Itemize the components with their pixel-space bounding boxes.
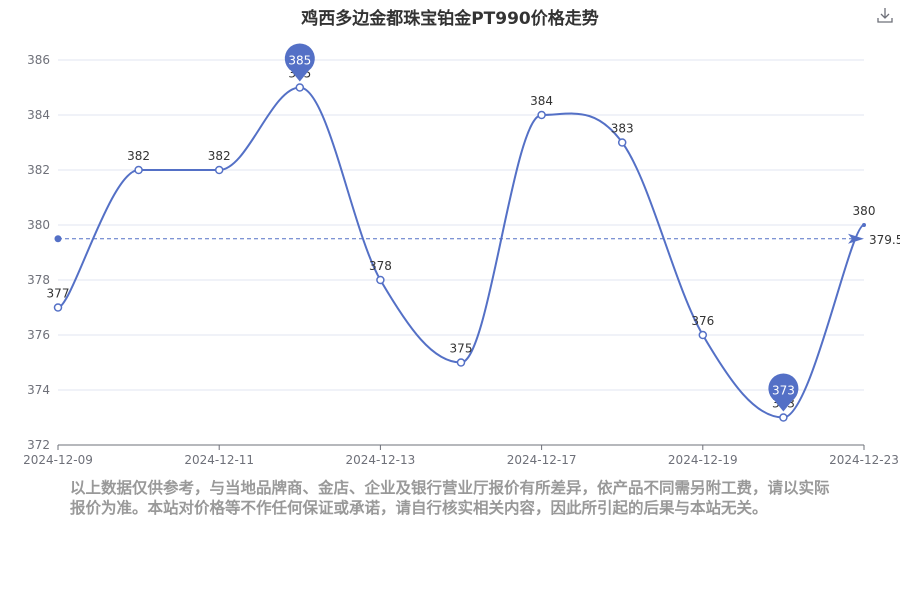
x-tick-label: 2024-12-11 <box>184 453 254 467</box>
download-icon[interactable] <box>876 6 894 24</box>
disclaimer-text: 以上数据仅供参考，与当地品牌商、金店、企业及银行营业厅报价有所差异，依产品不同需… <box>70 479 830 517</box>
y-tick-label: 378 <box>27 273 50 287</box>
data-point <box>862 223 866 227</box>
mark-pin-label: 385 <box>288 54 311 68</box>
mark-pin-label: 373 <box>772 384 795 398</box>
y-tick-label: 384 <box>27 108 50 122</box>
chart-title: 鸡西多边金都珠宝铂金PT990价格走势 <box>301 9 599 29</box>
min-mark-point: 373 <box>768 373 799 412</box>
data-point <box>53 303 63 312</box>
y-tick-label: 376 <box>27 328 50 342</box>
data-point <box>779 413 788 422</box>
series-line <box>57 86 865 419</box>
y-tick-label: 382 <box>27 163 50 177</box>
y-axis: 372 374 376 378 380 382 384 386 <box>27 53 50 452</box>
x-tick-label: 2024-12-23 <box>829 453 899 467</box>
data-label: 377 <box>47 287 70 301</box>
x-tick-label: 2024-12-19 <box>668 453 738 467</box>
data-point <box>537 110 546 120</box>
data-point <box>376 275 385 285</box>
y-tick-label: 372 <box>27 438 50 452</box>
data-label: 382 <box>127 149 150 163</box>
x-tick-label: 2024-12-17 <box>507 453 577 467</box>
data-label: 382 <box>208 149 231 163</box>
average-mark-line: 379.5 <box>54 233 900 247</box>
data-label: 383 <box>611 122 634 136</box>
grid-lines <box>58 59 864 391</box>
x-tick-label: 2024-12-13 <box>346 453 416 467</box>
data-label: 375 <box>450 342 473 356</box>
data-label: 378 <box>369 259 392 273</box>
x-tick-label: 2024-12-09 <box>23 453 93 467</box>
data-point <box>617 138 627 147</box>
data-points <box>53 83 866 422</box>
x-axis: 2024-12-09 2024-12-11 2024-12-13 2024-12-17… <box>23 444 899 467</box>
data-point <box>134 165 143 175</box>
average-line-label: 379.5 <box>869 233 900 247</box>
data-point <box>295 83 305 92</box>
data-point <box>456 358 466 367</box>
y-tick-label: 386 <box>27 53 50 67</box>
data-label: 380 <box>853 204 876 218</box>
data-point <box>698 330 708 340</box>
data-point <box>214 165 224 175</box>
mark-points: 385 373 <box>284 43 799 412</box>
price-series <box>57 86 865 419</box>
data-label: 376 <box>691 314 714 328</box>
y-tick-label: 374 <box>27 383 50 397</box>
max-mark-point: 385 <box>284 43 315 82</box>
mark-pin-shape <box>768 373 799 412</box>
y-tick-label: 380 <box>27 218 50 232</box>
mark-pin-shape <box>284 43 315 82</box>
data-label: 384 <box>530 94 553 108</box>
